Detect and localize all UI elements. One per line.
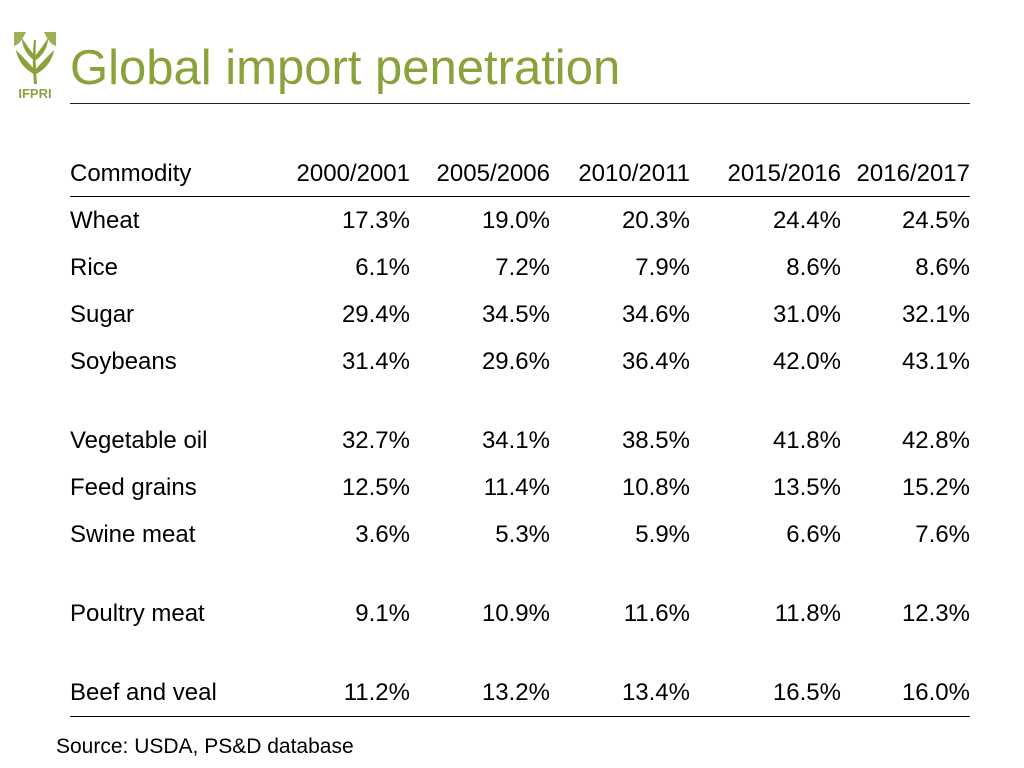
- table-row: Vegetable oil 32.7% 34.1% 38.5% 41.8% 42…: [70, 417, 970, 464]
- value-cell: 13.4%: [550, 669, 690, 717]
- value-cell: 34.6%: [621, 300, 690, 328]
- value-cell: 20.3%: [621, 206, 690, 234]
- commodity-cell: Poultry meat: [70, 599, 205, 627]
- title-divider: [70, 103, 970, 104]
- value-cell: 32.7%: [341, 426, 410, 454]
- table-row: Wheat 17.3% 19.0% 20.3% 24.4% 24.5%: [70, 197, 970, 245]
- value-cell: 11.6%: [623, 599, 690, 627]
- value-cell: 15.2%: [901, 473, 970, 501]
- column-header-2015-2016: 2015/2016: [690, 152, 841, 197]
- value-cell: 10.9%: [481, 599, 550, 627]
- value-cell: 31.4%: [341, 347, 410, 375]
- value-cell: 6.6%: [786, 520, 841, 548]
- table-row: Beef and veal 11.2% 13.2% 13.4% 16.5% 16…: [70, 669, 970, 717]
- source-note: Source: USDA, PS&D database: [56, 735, 354, 758]
- value-cell: 31.0%: [772, 300, 841, 328]
- value-cell: 8.6%: [915, 253, 970, 281]
- value-cell: 29.6%: [481, 347, 550, 375]
- table-row: Soybeans 31.4% 29.6% 36.4% 42.0% 43.1%: [70, 338, 970, 385]
- table-row: Sugar 29.4% 34.5% 34.6% 31.0% 32.1%: [70, 291, 970, 338]
- value-cell: 34.1%: [481, 426, 550, 454]
- value-cell: 10.8%: [621, 473, 690, 501]
- value-cell: 16.0%: [841, 669, 970, 717]
- value-cell: 42.0%: [772, 347, 841, 375]
- value-cell: 34.5%: [481, 300, 550, 328]
- value-cell: 17.3%: [341, 206, 410, 234]
- value-cell: 42.8%: [901, 426, 970, 454]
- value-cell: 41.8%: [772, 426, 841, 454]
- table-row: Feed grains 12.5% 11.4% 10.8% 13.5% 15.2…: [70, 464, 970, 511]
- value-cell: 6.1%: [355, 253, 410, 281]
- value-cell: 7.9%: [635, 253, 690, 281]
- value-cell: 36.4%: [621, 347, 690, 375]
- value-cell: 38.5%: [621, 426, 690, 454]
- value-cell: 29.4%: [341, 300, 410, 328]
- row-spacer: [70, 558, 970, 590]
- value-cell: 24.5%: [901, 206, 970, 234]
- value-cell: 8.6%: [786, 253, 841, 281]
- value-cell: 11.2%: [260, 669, 410, 717]
- row-spacer: [70, 637, 970, 669]
- column-header-2010-2011: 2010/2011: [550, 152, 690, 197]
- page-title: Global import penetration: [70, 41, 621, 95]
- value-cell: 43.1%: [901, 347, 970, 375]
- row-spacer: [70, 385, 970, 417]
- column-header-2000-2001: 2000/2001: [260, 152, 410, 197]
- import-penetration-table: Commodity 2000/2001 2005/2006 2010/2011 …: [70, 152, 970, 717]
- ifpri-logo: IFPRI: [12, 30, 58, 106]
- table-header-row: Commodity 2000/2001 2005/2006 2010/2011 …: [70, 152, 970, 197]
- value-cell: 5.9%: [635, 520, 690, 548]
- value-cell: 13.5%: [772, 473, 841, 501]
- column-header-2016-2017: 2016/2017: [841, 152, 970, 197]
- table-row: Swine meat 3.6% 5.3% 5.9% 6.6% 7.6%: [70, 511, 970, 558]
- table-row: Poultry meat 9.1% 10.9% 11.6% 11.8% 12.3…: [70, 590, 970, 637]
- value-cell: 9.1%: [355, 599, 410, 627]
- value-cell: 12.3%: [901, 599, 970, 627]
- value-cell: 7.6%: [915, 520, 970, 548]
- commodity-cell: Sugar: [70, 300, 135, 328]
- commodity-cell: Swine meat: [70, 520, 196, 548]
- value-cell: 16.5%: [690, 669, 841, 717]
- value-cell: 19.0%: [481, 206, 550, 234]
- commodity-cell: Vegetable oil: [70, 426, 208, 454]
- wheat-sprout-icon: [14, 32, 56, 84]
- import-penetration-table-container: Commodity 2000/2001 2005/2006 2010/2011 …: [70, 152, 970, 717]
- value-cell: 24.4%: [772, 206, 841, 234]
- value-cell: 11.8%: [774, 599, 841, 627]
- column-header-2005-2006: 2005/2006: [410, 152, 550, 197]
- value-cell: 11.4%: [483, 473, 550, 501]
- commodity-cell: Rice: [70, 253, 119, 281]
- commodity-cell: Beef and veal: [70, 669, 260, 717]
- value-cell: 5.3%: [495, 520, 550, 548]
- commodity-cell: Soybeans: [70, 347, 177, 375]
- value-cell: 3.6%: [355, 520, 410, 548]
- logo-text: IFPRI: [18, 86, 52, 101]
- value-cell: 13.2%: [410, 669, 550, 717]
- value-cell: 12.5%: [341, 473, 410, 501]
- commodity-cell: Feed grains: [70, 473, 197, 501]
- table-row: Rice 6.1% 7.2% 7.9% 8.6% 8.6%: [70, 244, 970, 291]
- column-header-commodity: Commodity: [70, 152, 260, 197]
- commodity-cell: Wheat: [70, 206, 140, 234]
- value-cell: 7.2%: [495, 253, 550, 281]
- value-cell: 32.1%: [901, 300, 970, 328]
